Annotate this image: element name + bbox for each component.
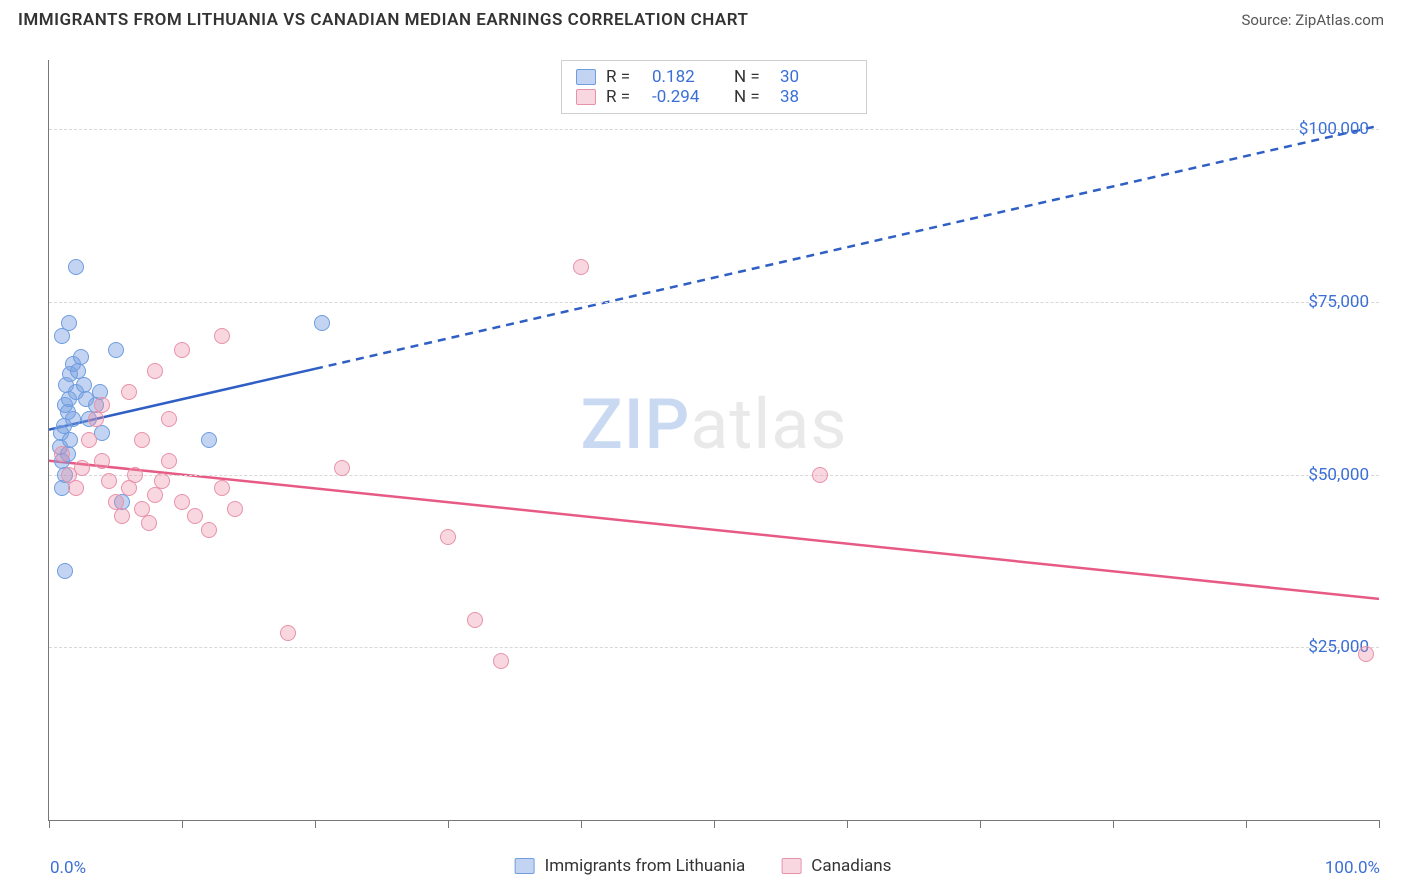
n-label: N = — [734, 67, 770, 87]
data-point-lithuania — [314, 315, 330, 331]
data-point-canadians — [227, 501, 243, 517]
data-point-canadians — [467, 612, 483, 628]
data-point-canadians — [141, 515, 157, 531]
data-point-canadians — [573, 259, 589, 275]
data-point-canadians — [154, 473, 170, 489]
gridline — [49, 302, 1379, 303]
legend-item-canadians: Canadians — [781, 856, 891, 876]
data-point-canadians — [94, 453, 110, 469]
data-point-lithuania — [61, 315, 77, 331]
n-value-lithuania: 30 — [780, 67, 852, 87]
r-value-canadians: -0.294 — [652, 87, 724, 107]
x-tick — [182, 820, 183, 828]
data-point-lithuania — [65, 411, 81, 427]
source-prefix: Source: — [1241, 11, 1295, 29]
swatch-lithuania — [576, 69, 596, 85]
n-label: N = — [734, 87, 770, 107]
trendline-lithuania-dashed — [315, 126, 1379, 369]
watermark: ZIPatlas — [581, 384, 848, 466]
y-tick-label: $75,000 — [1308, 292, 1369, 312]
data-point-canadians — [127, 467, 143, 483]
data-point-canadians — [201, 522, 217, 538]
data-point-canadians — [101, 473, 117, 489]
data-point-canadians — [174, 342, 190, 358]
data-point-lithuania — [201, 432, 217, 448]
corr-row-canadians: R = -0.294 N = 38 — [576, 87, 852, 107]
r-label: R = — [606, 87, 642, 107]
data-point-canadians — [440, 529, 456, 545]
legend-label-lithuania: Immigrants from Lithuania — [545, 856, 746, 876]
data-point-canadians — [280, 625, 296, 641]
x-tick — [1379, 820, 1380, 828]
legend-swatch-lithuania — [515, 858, 535, 874]
watermark-part2: atlas — [690, 384, 847, 466]
r-value-lithuania: 0.182 — [652, 67, 724, 87]
data-point-canadians — [81, 432, 97, 448]
gridline — [49, 475, 1379, 476]
x-tick — [1113, 820, 1114, 828]
data-point-canadians — [161, 453, 177, 469]
x-tick-label-min: 0.0% — [50, 858, 86, 878]
data-point-canadians — [94, 397, 110, 413]
x-tick — [448, 820, 449, 828]
data-point-canadians — [214, 480, 230, 496]
data-point-canadians — [187, 508, 203, 524]
legend-swatch-canadians — [781, 858, 801, 874]
data-point-lithuania — [57, 563, 73, 579]
x-tick — [581, 820, 582, 828]
chart-header: IMMIGRANTS FROM LITHUANIA VS CANADIAN ME… — [0, 0, 1406, 30]
x-tick — [1246, 820, 1247, 828]
y-tick-label: $50,000 — [1308, 465, 1369, 485]
swatch-canadians — [576, 89, 596, 105]
legend-label-canadians: Canadians — [811, 856, 891, 876]
chart-area: Median Earnings ZIPatlas R =0.182N =30R … — [0, 30, 1406, 880]
data-point-canadians — [147, 487, 163, 503]
data-point-canadians — [68, 480, 84, 496]
trendline-canadians — [49, 461, 1379, 599]
legend-item-lithuania: Immigrants from Lithuania — [515, 856, 746, 876]
n-value-canadians: 38 — [780, 87, 852, 107]
gridline — [49, 129, 1379, 130]
data-point-canadians — [147, 363, 163, 379]
data-point-lithuania — [108, 342, 124, 358]
data-point-canadians — [88, 411, 104, 427]
data-point-canadians — [1358, 646, 1374, 662]
data-point-canadians — [161, 411, 177, 427]
x-tick — [714, 820, 715, 828]
x-tick — [980, 820, 981, 828]
data-point-canadians — [174, 494, 190, 510]
chart-title: IMMIGRANTS FROM LITHUANIA VS CANADIAN ME… — [18, 10, 748, 30]
data-point-canadians — [493, 653, 509, 669]
data-point-lithuania — [68, 259, 84, 275]
data-point-canadians — [214, 328, 230, 344]
data-point-canadians — [74, 460, 90, 476]
data-point-canadians — [134, 432, 150, 448]
data-point-lithuania — [73, 349, 89, 365]
data-point-canadians — [121, 384, 137, 400]
data-point-lithuania — [54, 328, 70, 344]
y-tick-label: $100,000 — [1299, 119, 1369, 139]
data-point-canadians — [334, 460, 350, 476]
data-point-canadians — [54, 446, 70, 462]
data-point-canadians — [121, 480, 137, 496]
corr-row-lithuania: R = 0.182 N = 30 — [576, 67, 852, 87]
x-tick-label-max: 100.0% — [1325, 858, 1380, 878]
watermark-part1: ZIP — [581, 384, 691, 466]
source-name: ZipAtlas.com — [1295, 11, 1384, 29]
plot-region: ZIPatlas R =0.182N =30R =-0.294N =38 $25… — [48, 60, 1379, 821]
gridline — [49, 647, 1379, 648]
chart-source: Source: ZipAtlas.com — [1241, 11, 1384, 29]
correlation-legend: R = 0.182 N = 30 R = -0.294 N = 38 — [561, 60, 867, 114]
series-legend: Immigrants from Lithuania Canadians — [515, 856, 892, 876]
x-tick — [315, 820, 316, 828]
r-label: R = — [606, 67, 642, 87]
data-point-canadians — [114, 508, 130, 524]
x-tick — [49, 820, 50, 828]
x-tick — [847, 820, 848, 828]
trendlines-svg — [49, 60, 1379, 820]
data-point-canadians — [812, 467, 828, 483]
